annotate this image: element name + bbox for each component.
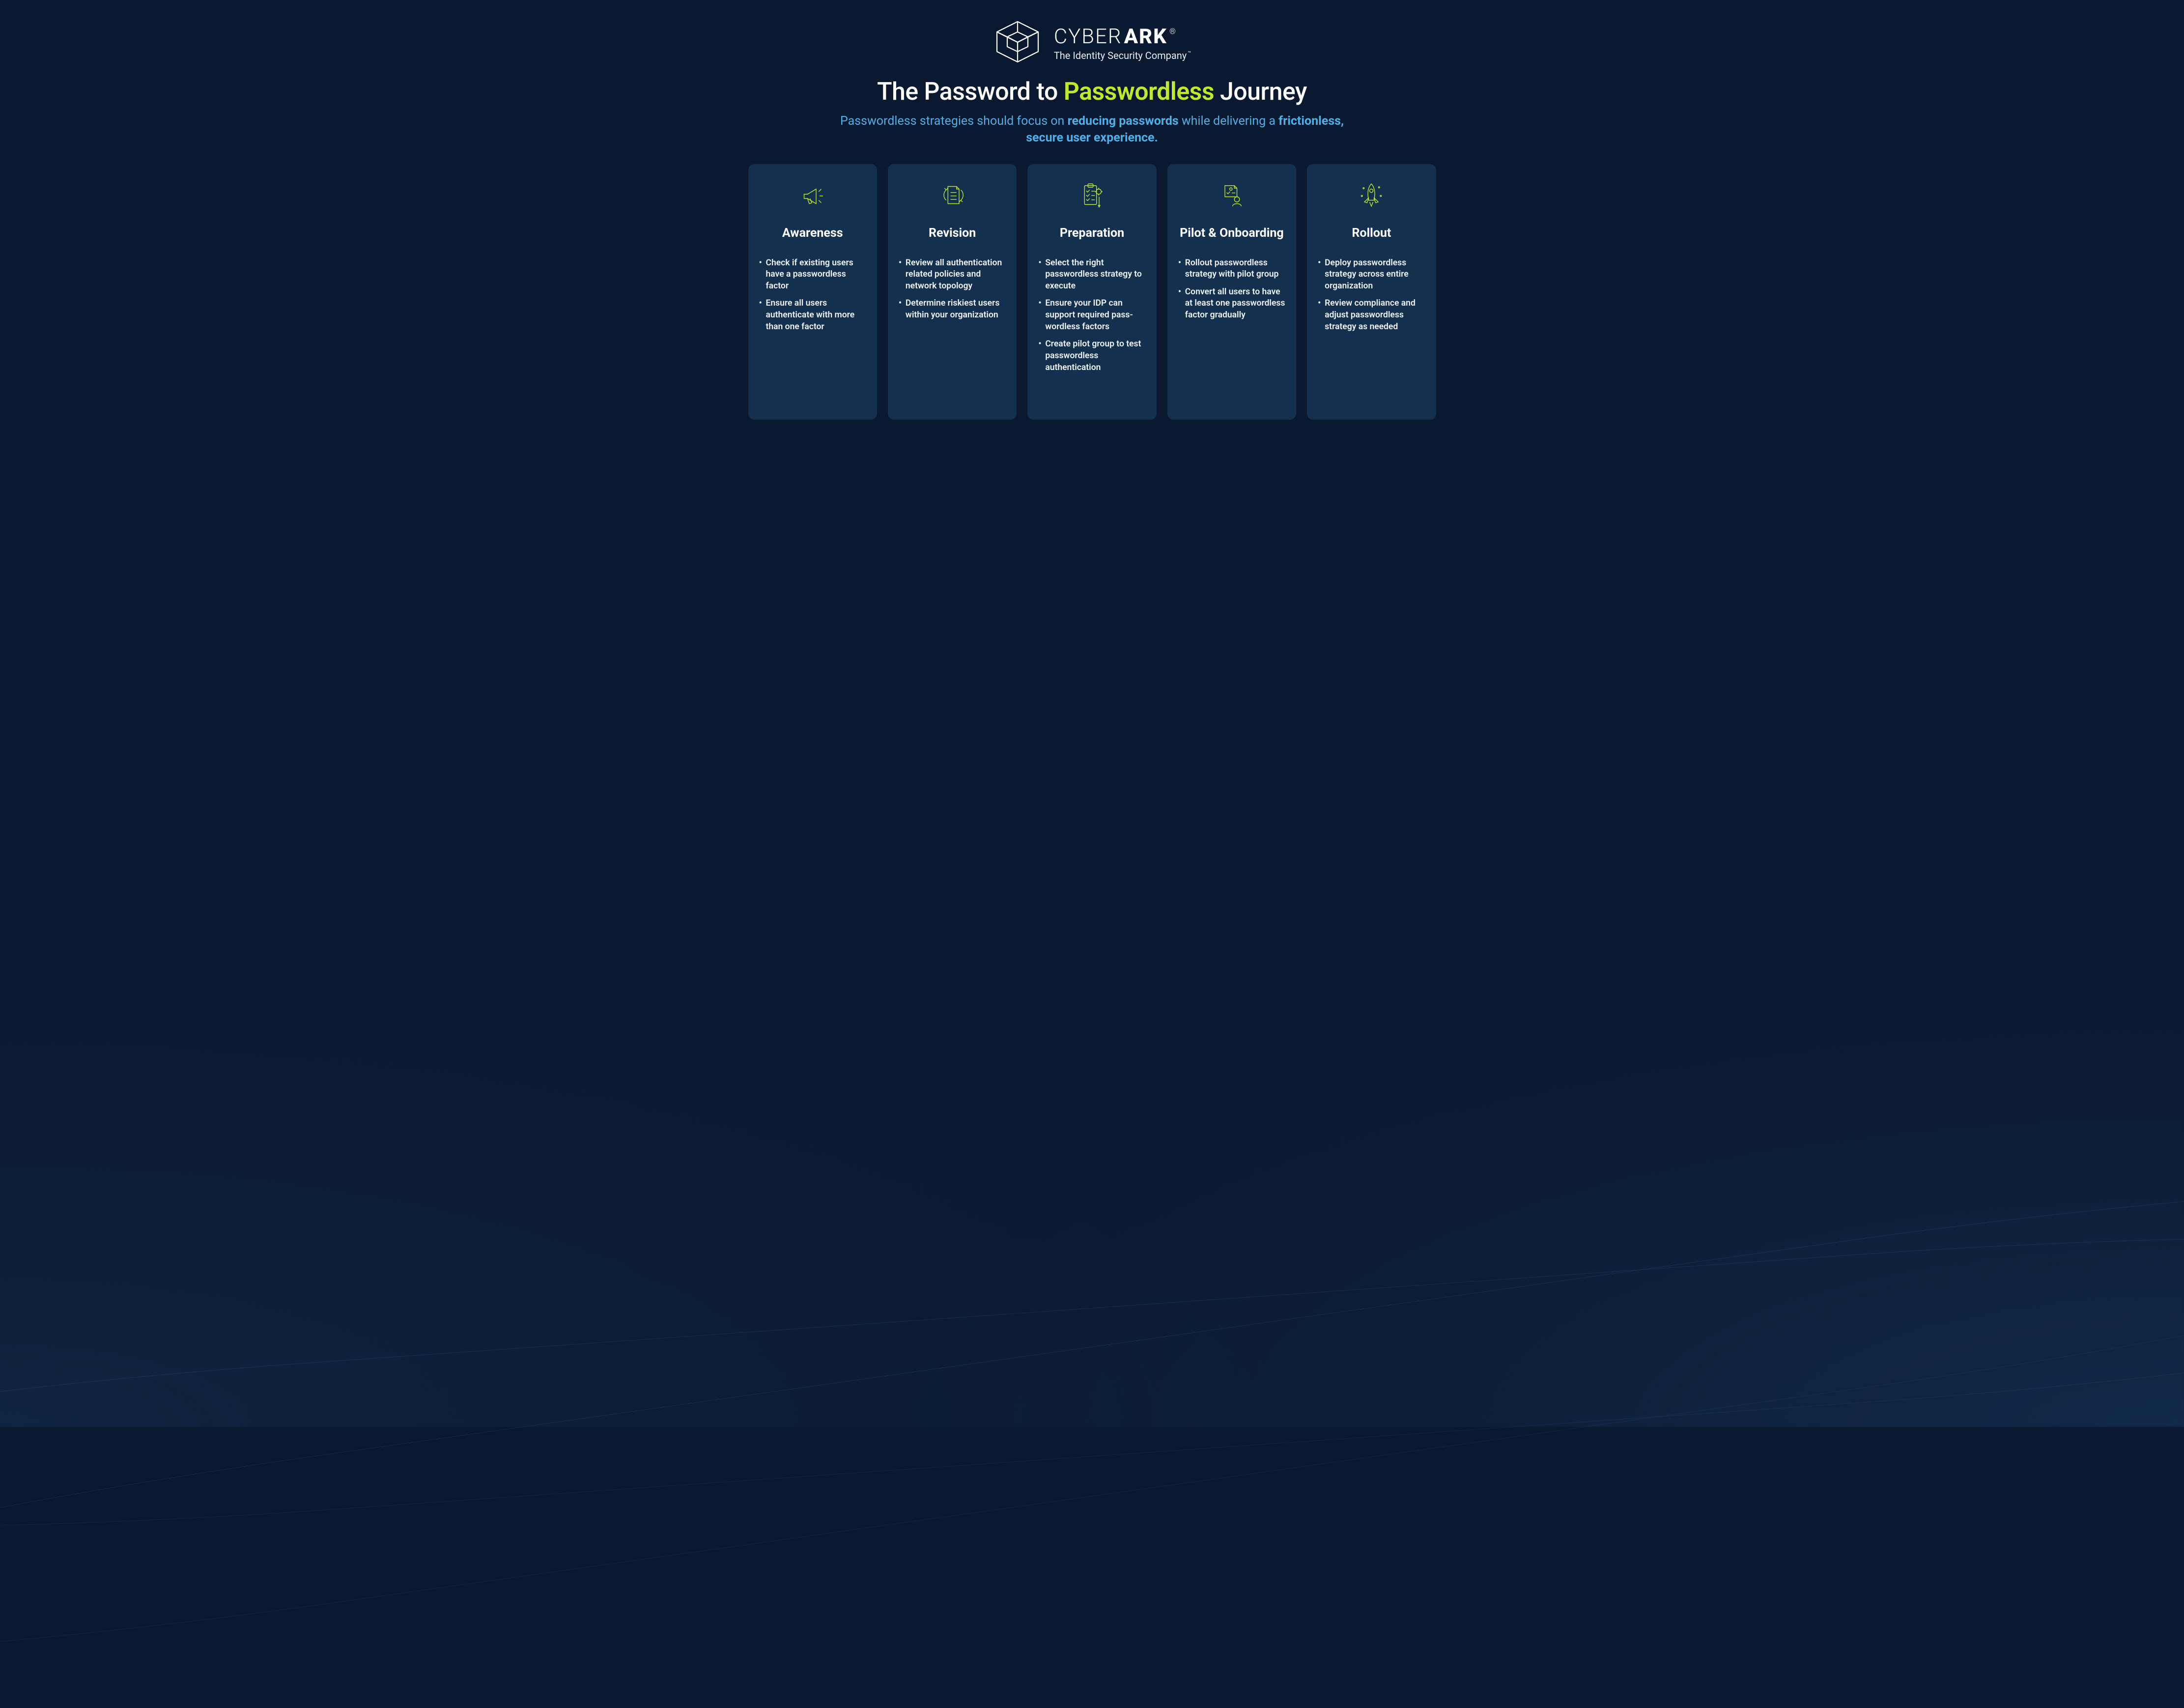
- brand-tagline: The Identity Security Company: [1054, 50, 1187, 61]
- card-preparation: Preparation Select the right passwordles…: [1027, 164, 1156, 420]
- brand-logo-row: CYBERARK® The Identity Security Company™: [748, 20, 1436, 66]
- card-revision: Revision Review all authen­tication rela…: [888, 164, 1017, 420]
- brand-cube-icon: [993, 20, 1042, 66]
- bullet: Review compli­ance and adjust passwordle…: [1318, 298, 1425, 333]
- bullet: Rollout password­less strategy with pilo…: [1178, 257, 1285, 281]
- subtitle-pre: Passwordless strategies should focus on: [840, 114, 1068, 128]
- subtitle-bold1: reducing passwords: [1068, 114, 1179, 128]
- brand-name-bold: ARK: [1124, 25, 1167, 49]
- bullet: Create pilot group to test password­less…: [1038, 339, 1145, 373]
- card-title: Revision: [899, 218, 1006, 250]
- brand-text: CYBERARK® The Identity Security Company™: [1054, 25, 1191, 61]
- bullet: Deploy password­less strategy across ent…: [1318, 257, 1425, 292]
- revision-icon: [899, 178, 1006, 212]
- card-bullets: Select the right passwordless strategy t…: [1038, 257, 1145, 380]
- page-subtitle: Passwordless strategies should focus on …: [834, 113, 1350, 146]
- title-post: Journey: [1214, 78, 1307, 106]
- title-accent: Passwordless: [1064, 78, 1214, 106]
- card-bullets: Review all authen­tication related polic…: [899, 257, 1006, 327]
- card-bullets: Deploy password­less strategy across ent…: [1318, 257, 1425, 339]
- card-rollout: Rollout Deploy password­less strategy ac…: [1307, 164, 1436, 420]
- bullet: Determine riskiest users within your org…: [899, 298, 1006, 321]
- rocket-icon: [1318, 178, 1425, 212]
- card-pilot-onboarding: Pilot & Onboarding Rollout password­less…: [1167, 164, 1296, 420]
- card-title: Preparation: [1038, 218, 1145, 250]
- bullet: Review all authen­tication related polic…: [899, 257, 1006, 292]
- bullet: Ensure all users authenticate with more …: [759, 298, 866, 333]
- bullet: Check if existing users have a pass­word…: [759, 257, 866, 292]
- pilot-icon: [1178, 178, 1285, 212]
- bullet: Ensure your IDP can support required pas…: [1038, 298, 1145, 333]
- card-awareness: Awareness Check if existing users have a…: [748, 164, 877, 420]
- brand-tm: ™: [1188, 50, 1191, 57]
- subtitle-mid: while delivering a: [1179, 114, 1279, 128]
- page-title: The Password to Passwordless Journey: [748, 78, 1436, 106]
- card-bullets: Rollout password­less strategy with pilo…: [1178, 257, 1285, 327]
- card-title: Rollout: [1318, 218, 1425, 250]
- megaphone-icon: [759, 178, 866, 212]
- brand-registered: ®: [1169, 27, 1177, 36]
- card-bullets: Check if existing users have a pass­word…: [759, 257, 866, 339]
- card-title: Pilot & Onboarding: [1178, 218, 1285, 250]
- brand-name-thin: CYBER: [1054, 25, 1122, 49]
- checklist-icon: [1038, 178, 1145, 212]
- bullet: Convert all users to have at least one p…: [1178, 286, 1285, 321]
- bullet: Select the right passwordless strategy t…: [1038, 257, 1145, 292]
- title-pre: The Password to: [877, 78, 1064, 106]
- journey-cards: Awareness Check if existing users have a…: [748, 164, 1436, 420]
- card-title: Awareness: [759, 218, 866, 250]
